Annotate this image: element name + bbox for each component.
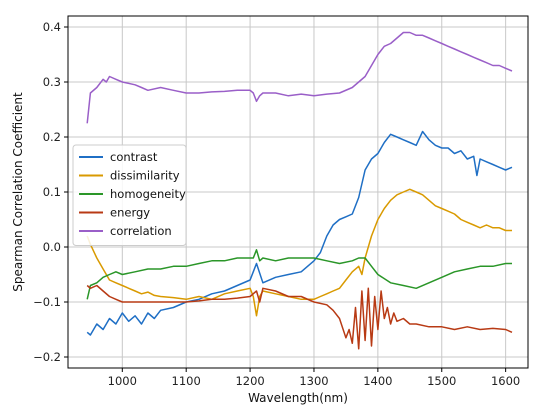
x-axis: 1000 1100 1200 1300 1400 1500 1600 bbox=[108, 368, 520, 388]
x-tick-label: 1300 bbox=[299, 374, 328, 388]
x-tick-label: 1100 bbox=[172, 374, 201, 388]
x-tick-label: 1600 bbox=[491, 374, 520, 388]
series-line-correlation bbox=[86, 31, 513, 124]
series-line-contrast bbox=[86, 130, 513, 336]
series-line-homogeneity bbox=[86, 249, 512, 300]
legend-label: contrast bbox=[110, 150, 158, 164]
y-tick-label: 0.0 bbox=[43, 240, 61, 254]
x-tick-label: 1400 bbox=[363, 374, 392, 388]
series-layer bbox=[86, 31, 513, 350]
y-tick-label: 0.3 bbox=[43, 75, 61, 89]
series-line-dissimilarity bbox=[86, 188, 512, 317]
legend: contrast dissimilarity homogeneity energy co… bbox=[72, 144, 187, 246]
legend-label: dissimilarity bbox=[110, 169, 180, 183]
y-axis: −0.2 −0.1 0.0 0.1 0.2 0.3 0.4 bbox=[33, 20, 68, 364]
series-line-energy bbox=[86, 284, 513, 350]
y-tick-label: −0.1 bbox=[33, 295, 61, 309]
x-tick-label: 1200 bbox=[235, 374, 264, 388]
x-tick-label: 1000 bbox=[108, 374, 137, 388]
legend-box bbox=[72, 144, 187, 246]
y-tick-label: 0.4 bbox=[43, 20, 61, 34]
y-tick-label: 0.2 bbox=[43, 130, 61, 144]
legend-label: correlation bbox=[110, 224, 172, 238]
x-tick-label: 1500 bbox=[427, 374, 456, 388]
y-tick-label: 0.1 bbox=[43, 185, 61, 199]
legend-label: homogeneity bbox=[110, 187, 186, 201]
y-axis-label: Spearman Correlation Coefficient bbox=[11, 92, 25, 292]
legend-label: energy bbox=[110, 206, 150, 220]
y-tick-label: −0.2 bbox=[33, 350, 61, 364]
x-axis-label: Wavelength(nm) bbox=[248, 391, 348, 405]
